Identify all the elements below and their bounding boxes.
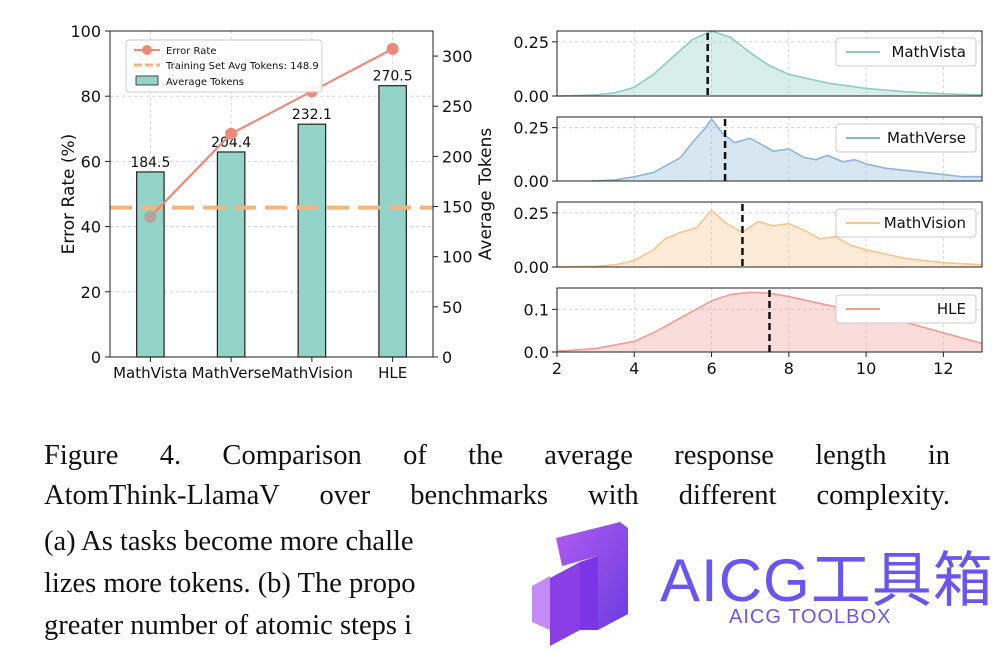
caption-line-2: AtomThink-LlamaV over benchmarks with di… (44, 480, 950, 511)
density-y-tick-label: 0.00 (513, 172, 549, 191)
x-tick-label-mathvision: MathVision (271, 364, 353, 382)
density-x-tick-label: 6 (706, 359, 716, 378)
density-panel-frame-mathverse (556, 116, 983, 182)
watermark-title: AICG工具箱 (660, 547, 994, 614)
y-tick-label: 20 (81, 283, 101, 302)
error-rate-point-overlap (144, 210, 157, 223)
density-curve-mathvista (556, 30, 983, 97)
y2-tick-label: 0 (442, 348, 452, 367)
aicg-logo-icon (532, 522, 628, 646)
density-legend-box-hle (835, 294, 977, 324)
density-x-tick-label: 8 (784, 359, 794, 378)
density-area-mathvista (557, 31, 982, 96)
density-y-tick-label: 0.0 (524, 343, 549, 362)
y2-tick-label: 200 (442, 147, 473, 166)
bar-value-label-mathvision: 232.1 (292, 107, 332, 123)
legend-training-avg-label: Training Set Avg Tokens: 148.9 (165, 61, 319, 72)
density-legend-label-mathvista: MathVista (891, 43, 966, 61)
density-y-tick-label: 0.25 (513, 204, 549, 223)
bar-mathvista (136, 171, 165, 358)
density-legend-label-hle: HLE (937, 300, 966, 318)
legend-box (125, 39, 323, 93)
legend-error-rate-marker (142, 45, 152, 55)
x-tick-label-mathvista: MathVista (113, 364, 188, 382)
density-y-tick-label: 0.00 (513, 87, 549, 106)
bar-mathverse (216, 151, 246, 358)
legend-avg-tokens-label: Average Tokens (166, 77, 244, 88)
legend-error-rate-label: Error Rate (166, 46, 216, 57)
density-legend-box-mathvision (835, 208, 977, 238)
caption-line-1: Figure 4. Comparison of the average resp… (44, 440, 950, 471)
y2-tick-label: 250 (442, 97, 473, 116)
error-rate-line (149, 47, 394, 218)
density-y-tick-label: 0.25 (513, 33, 549, 52)
density-panel-frame-hle (556, 287, 983, 353)
error-rate-point-hle (386, 42, 399, 55)
y-tick-label: 100 (70, 22, 101, 41)
density-area-mathvision (557, 210, 982, 267)
legend-avg-tokens-swatch (135, 75, 159, 86)
density-panel-frame-mathvision (556, 201, 983, 268)
y2-tick-label: 300 (442, 47, 473, 66)
caption-line-4: lizes more tokens. (b) The propo (44, 568, 416, 599)
y2-axis-label: Average Tokens (476, 128, 496, 261)
x-tick-label-hle: HLE (378, 364, 407, 382)
aicg-toolbox-watermark: AICG工具箱 AICG TOOLBOX (510, 518, 1008, 652)
y2-tick-label: 100 (442, 248, 473, 267)
density-x-tick-label: 2 (552, 359, 562, 378)
x-tick-label-mathverse: MathVerse (192, 364, 271, 382)
caption-line-3: (a) As tasks become more challe (44, 526, 414, 557)
y2-tick-label: 150 (442, 198, 473, 217)
density-x-tick-label: 10 (856, 359, 876, 378)
y-tick-label: 80 (81, 87, 101, 106)
density-curve-mathverse (591, 117, 982, 182)
density-y-tick-label: 0.25 (513, 119, 549, 138)
figure-4-charts: 184.5 204.4 232.1 270.5 0 20 40 60 80 100 0 50 100 15… (59, 22, 983, 382)
y-tick-label: 40 (81, 218, 101, 237)
density-legend-box-mathverse (835, 123, 977, 153)
error-rate-point-mathverse (225, 127, 238, 140)
bar-value-label-hle: 270.5 (373, 69, 413, 85)
watermark-subtitle: AICG TOOLBOX (729, 606, 892, 628)
density-y-tick-label: 0.00 (513, 258, 549, 277)
y2-tick-label: 50 (442, 298, 462, 317)
density-y-tick-label: 0.1 (524, 300, 549, 319)
bar-mathvision (297, 123, 327, 358)
y-axis-label: Error Rate (%) (59, 134, 79, 255)
density-legend-label-mathvision: MathVision (884, 214, 966, 232)
density-x-tick-label: 12 (933, 359, 953, 378)
density-curve-mathvision (556, 209, 983, 268)
bar-value-label-mathverse: 204.4 (211, 135, 251, 151)
density-panel-frame-mathvista (556, 30, 983, 97)
y-tick-label: 0 (91, 348, 101, 367)
density-legend-box-mathvista (835, 37, 977, 67)
density-legend-label-mathverse: MathVerse (887, 129, 966, 147)
bar-value-label-mathvista: 184.5 (130, 155, 170, 171)
bar-hle (378, 85, 407, 358)
density-area-hle (557, 292, 982, 352)
caption-line-5: greater number of atomic steps i (44, 610, 412, 641)
left-chart-frame (109, 30, 434, 358)
density-x-tick-label: 4 (629, 359, 639, 378)
y-tick-label: 60 (81, 152, 101, 171)
